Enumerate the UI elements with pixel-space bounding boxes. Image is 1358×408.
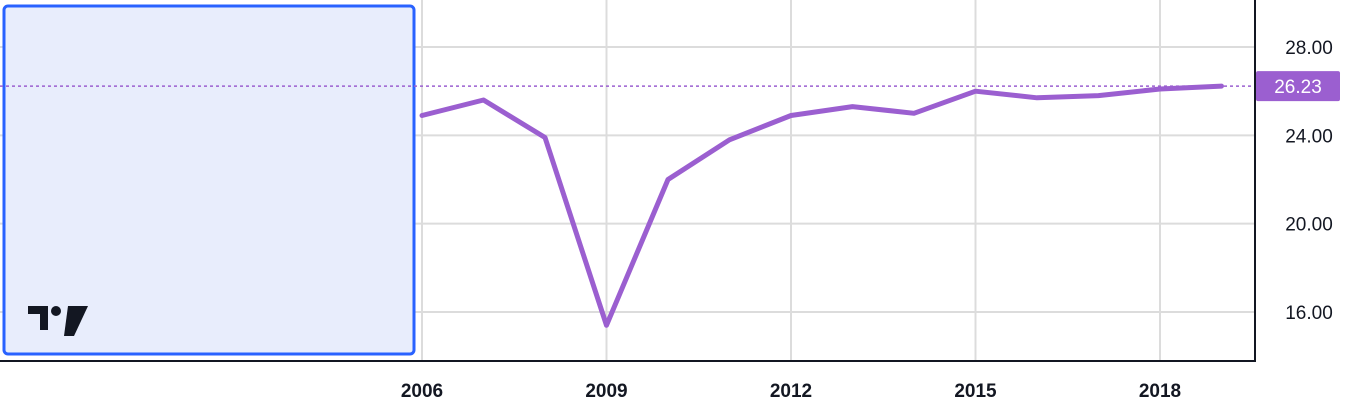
x-tick-label-2012: 2012 bbox=[770, 381, 812, 402]
series-layer bbox=[0, 83, 1255, 328]
y-tick-label-20.00: 20.00 bbox=[1285, 215, 1333, 236]
tradingview-logo bbox=[28, 306, 88, 336]
x-tick-label-2018: 2018 bbox=[1139, 381, 1181, 402]
x-tick-label-2009: 2009 bbox=[585, 381, 627, 402]
last-value-label: 26.23 bbox=[1274, 77, 1322, 98]
logo-dot-shape bbox=[51, 306, 61, 316]
selection-range-box bbox=[2, 4, 416, 356]
logo-t-shape bbox=[28, 306, 48, 330]
x-tick-label-2015: 2015 bbox=[954, 381, 997, 402]
axis-layer bbox=[0, 0, 1256, 362]
y-tick-label-24.00: 24.00 bbox=[1285, 126, 1333, 147]
selection-layer bbox=[2, 4, 416, 356]
series-line bbox=[419, 83, 1224, 328]
y-tick-label-28.00: 28.00 bbox=[1285, 38, 1333, 59]
last-value-label-bg bbox=[1256, 71, 1340, 102]
y-tick-label-16.00: 16.00 bbox=[1285, 303, 1333, 324]
logo-v-shape bbox=[64, 306, 88, 336]
label-layer: 2006 2009 2012 2015 2018 16.00 20.00 24.00 28.00… bbox=[401, 38, 1340, 402]
x-tick-label-2006: 2006 bbox=[401, 381, 443, 402]
